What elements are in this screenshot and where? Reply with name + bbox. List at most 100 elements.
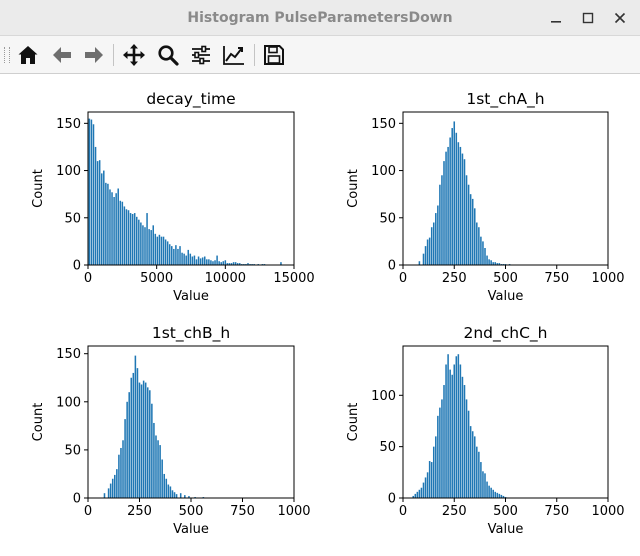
histogram-bar <box>163 473 165 498</box>
y-tick-label: 50 <box>379 440 396 455</box>
histogram-bar <box>169 486 172 498</box>
histogram-bar <box>498 263 501 265</box>
histogram-bar <box>232 262 235 265</box>
histogram-bar <box>156 236 159 265</box>
histogram-bar <box>177 248 179 265</box>
histogram-bar <box>498 493 501 498</box>
x-tick-label: 0 <box>399 271 407 286</box>
histogram-bar <box>447 146 449 265</box>
histogram-bar <box>119 200 122 265</box>
histogram-bar <box>471 198 474 265</box>
histogram-bar <box>228 263 231 265</box>
histogram-bar <box>484 473 486 498</box>
histogram-bar <box>473 436 476 498</box>
histogram-bar <box>467 410 470 498</box>
y-axis-label: Count <box>31 403 46 442</box>
histogram-bar <box>105 182 107 265</box>
histogram-bar <box>414 493 417 498</box>
histogram-bar <box>467 184 470 265</box>
histogram-bar <box>138 382 141 498</box>
histogram-bar <box>125 209 128 265</box>
histogram-bar <box>463 385 466 498</box>
histogram-bar <box>90 119 93 265</box>
x-tick-label: 5000 <box>140 271 173 286</box>
edit-axes-button[interactable] <box>221 42 247 68</box>
histogram-bar <box>439 407 441 498</box>
y-tick-label: 50 <box>379 211 396 226</box>
x-axis-label: Value <box>173 522 209 537</box>
x-tick-label: 10000 <box>205 271 246 286</box>
histogram-bar <box>179 246 181 265</box>
subplots-button[interactable] <box>188 42 214 68</box>
histogram-bar <box>437 205 439 265</box>
histogram-bar <box>155 435 157 498</box>
histogram-bar <box>160 236 163 265</box>
y-tick-label: 0 <box>73 492 81 507</box>
histogram-bar <box>197 256 200 265</box>
minimize-button[interactable] <box>544 6 568 30</box>
y-tick-label: 0 <box>388 492 396 507</box>
y-tick-label: 50 <box>64 211 81 226</box>
minimize-icon <box>551 21 561 23</box>
histogram-bar <box>121 201 124 265</box>
x-tick-label: 1000 <box>591 271 624 286</box>
sliders-icon <box>192 45 210 65</box>
x-tick-label: 0 <box>84 504 92 519</box>
toolbar-grip-handle[interactable] <box>4 47 10 63</box>
home-button[interactable] <box>15 42 41 68</box>
histogram-bar <box>490 260 492 265</box>
y-tick-label: 50 <box>64 443 81 458</box>
histogram-bar <box>432 222 435 265</box>
x-tick-label: 750 <box>230 504 255 519</box>
histogram-bar <box>189 253 192 265</box>
histogram-bar <box>167 484 170 498</box>
x-tick-label: 15000 <box>273 271 314 286</box>
histogram-bar <box>179 493 182 498</box>
histogram-bar <box>482 471 484 498</box>
histogram-bar <box>500 494 503 498</box>
histogram-bar <box>451 128 453 265</box>
histogram-bar <box>92 124 95 265</box>
close-button[interactable] <box>608 6 632 30</box>
histogram-bar <box>175 494 178 498</box>
histogram-bar <box>152 225 154 265</box>
histogram-bar <box>111 478 114 498</box>
y-tick-label: 0 <box>388 259 396 274</box>
subplot-title: 1st_chB_h <box>152 324 230 343</box>
histogram-bar <box>212 261 214 265</box>
histogram-bar <box>132 372 135 498</box>
line-chart-icon <box>223 46 244 65</box>
zoom-button[interactable] <box>155 42 181 68</box>
histogram-bar <box>136 216 138 265</box>
histogram-bar <box>134 355 137 498</box>
x-tick-label: 1000 <box>277 504 310 519</box>
save-button[interactable] <box>261 42 287 68</box>
histogram-bar <box>453 364 456 498</box>
move-icon <box>123 44 145 66</box>
maximize-button[interactable] <box>576 6 600 30</box>
histogram-bar <box>206 259 208 265</box>
histogram-bar <box>142 380 145 498</box>
arrow-right-icon <box>85 47 103 63</box>
x-tick-label: 0 <box>399 504 407 519</box>
pan-button[interactable] <box>121 42 147 68</box>
histogram-bar <box>103 493 106 498</box>
home-icon <box>18 46 38 64</box>
histogram-bar <box>439 184 441 265</box>
histogram-bar <box>161 459 163 498</box>
histogram-bar <box>426 472 429 498</box>
forward-button[interactable] <box>81 42 107 68</box>
histogram-bar <box>173 248 175 265</box>
histogram-bar <box>201 257 204 265</box>
x-tick-label: 0 <box>84 271 92 286</box>
back-button[interactable] <box>49 42 75 68</box>
histogram-bar <box>153 422 155 498</box>
histogram-bar <box>469 426 472 498</box>
histogram-bar <box>486 481 488 498</box>
histogram-bar <box>187 249 190 265</box>
histogram-bar <box>422 482 425 498</box>
y-tick-label: 0 <box>73 259 81 274</box>
y-tick-label: 100 <box>371 164 396 179</box>
histogram-bar <box>188 496 190 498</box>
y-axis-label: Count <box>31 169 46 208</box>
